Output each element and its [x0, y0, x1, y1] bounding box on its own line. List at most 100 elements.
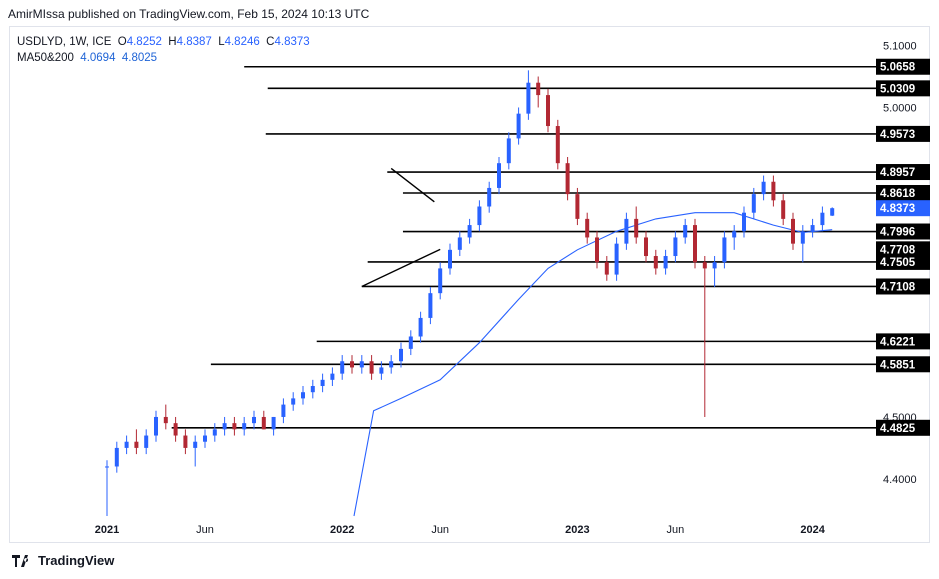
candle-body: [359, 361, 364, 368]
candle-body: [761, 181, 766, 195]
legend-ma-label[interactable]: MA50&200: [17, 52, 74, 64]
candle-body: [330, 373, 335, 380]
legend-low-label: L: [218, 36, 225, 48]
price-label: 4.6221: [880, 336, 916, 348]
candle-body: [105, 466, 109, 468]
candle-body: [614, 243, 619, 275]
candle-body: [702, 262, 707, 269]
current-price-label: 4.8373: [880, 203, 915, 215]
legend-close-label: C: [266, 36, 275, 48]
candle-body: [203, 435, 207, 442]
candle-body: [791, 218, 795, 244]
trendline: [361, 248, 441, 288]
candle-body: [820, 212, 825, 226]
candle-body: [810, 225, 815, 232]
footer-brand[interactable]: TradingView: [12, 553, 114, 568]
x-tick-label: Jun: [667, 524, 685, 536]
candle-body: [595, 237, 599, 263]
candle-body: [320, 379, 325, 387]
candle-body: [800, 231, 805, 244]
candle-body: [751, 194, 756, 213]
candle-body: [487, 187, 492, 207]
candle-body: [134, 441, 139, 448]
publisher-line: AmirMIssa published on TradingView.com, …: [8, 7, 370, 21]
candle-body: [644, 237, 648, 257]
trendline: [390, 167, 435, 203]
legend-symbol[interactable]: USDLYD, 1W, ICE: [17, 36, 112, 48]
candle-body: [242, 423, 247, 430]
x-tick-label: 2021: [95, 524, 119, 536]
candle-body: [742, 212, 746, 232]
candle-body: [114, 447, 119, 467]
candle-body: [252, 416, 256, 424]
price-label-box: [876, 80, 930, 97]
candle-body: [516, 113, 521, 139]
candle-body: [781, 200, 786, 219]
candle-body: [163, 416, 168, 424]
candle-body: [477, 206, 482, 226]
candle-body: [526, 82, 531, 114]
candle-body: [144, 435, 149, 448]
current-price-label-box: [876, 200, 930, 217]
footer-brand-text: TradingView: [38, 553, 115, 568]
candle-body: [546, 95, 550, 127]
candle-body: [232, 423, 237, 430]
candle-body: [438, 268, 443, 294]
candle-body: [732, 231, 737, 238]
price-label: 4.5851: [880, 359, 916, 371]
price-label: 4.9573: [880, 129, 915, 141]
candle-body: [693, 225, 697, 263]
legend-high-label: H: [168, 36, 177, 48]
candle-body: [673, 237, 678, 257]
price-label-box: [876, 125, 930, 142]
chart-legend: USDLYD, 1W, ICE O4.8252 H4.8387 L4.8246 …: [17, 34, 310, 66]
price-label-box: [876, 58, 930, 75]
candle-body: [301, 392, 305, 399]
candle-body: [555, 126, 560, 164]
candle-body: [830, 208, 835, 216]
price-label: 4.7996: [880, 227, 915, 239]
price-label-box: [876, 241, 930, 258]
candle-body: [124, 441, 129, 448]
candle-body: [281, 404, 286, 417]
candle-body: [271, 416, 276, 430]
legend-ma200-value: 4.8025: [121, 52, 158, 64]
legend-close-value: 4.8373: [274, 36, 310, 48]
candle-body: [565, 163, 570, 195]
candle-body: [408, 336, 413, 349]
y-tick-label: 4.4000: [883, 474, 917, 486]
candle-body: [634, 218, 639, 238]
price-label: 5.0309: [880, 83, 915, 95]
price-label-box: [876, 356, 930, 373]
x-tick-label: Jun: [431, 524, 449, 536]
candle-body: [428, 293, 433, 318]
candle-body: [624, 218, 629, 244]
price-label: 4.4825: [880, 423, 916, 435]
legend-ma-row: MA50&200 4.0694 4.8025: [17, 50, 310, 66]
price-label-box: [876, 253, 930, 270]
candle-body: [536, 82, 541, 96]
tradingview-logo-icon: [12, 554, 29, 567]
candle-body: [467, 225, 472, 238]
candle-body: [389, 361, 394, 368]
candle-body: [212, 429, 217, 436]
y-tick-label: 5.0000: [883, 102, 917, 114]
ma-line: [353, 212, 833, 517]
candle-body: [585, 218, 590, 238]
candle-body: [712, 262, 717, 269]
candle-body: [291, 398, 296, 405]
candle-body: [683, 225, 688, 238]
price-label: 4.7708: [880, 244, 916, 256]
candle-body: [575, 194, 580, 219]
price-label-box: [876, 223, 930, 240]
candle-body: [604, 262, 609, 275]
candle-body: [261, 416, 266, 430]
candle-body: [193, 441, 198, 448]
legend-low-value: 4.8246: [224, 36, 260, 48]
candle-body: [154, 416, 158, 436]
legend-ohlc-row: USDLYD, 1W, ICE O4.8252 H4.8387 L4.8246 …: [17, 34, 310, 50]
legend-ma50-value: 4.0694: [80, 52, 116, 64]
candle-body: [653, 256, 658, 269]
candle-body: [457, 237, 462, 250]
